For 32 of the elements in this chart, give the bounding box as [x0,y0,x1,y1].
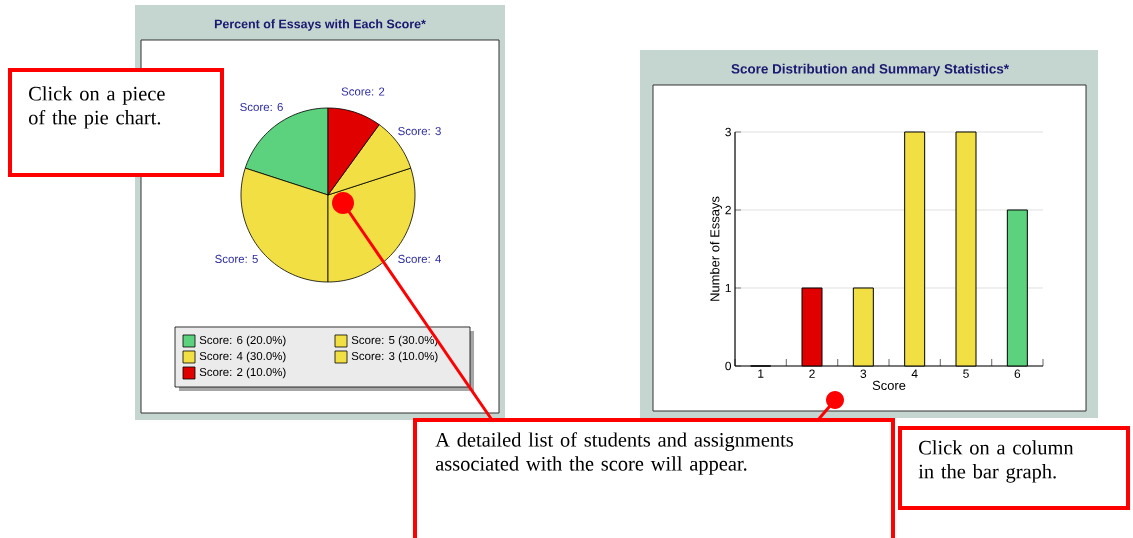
x-tick-label: 6 [1014,369,1021,378]
x-tick-label: 1 [758,369,764,378]
slice-label: Score: 6 [240,102,283,112]
chart-title: Score Distribution and Summary Statistics* [731,63,1009,77]
y-tick-label: 3 [725,127,731,137]
text: A detailed list of students and assignments associated with the score will appear. [435,432,793,475]
text: Click on a column in the bar graph. [918,440,1074,483]
legend-label: Score: 4 [199,351,243,361]
x-tick-label: 3 [860,369,867,378]
slice-label: Score: 3 [398,127,441,136]
data-label: (30.0%) [398,335,438,347]
legend-label: Score: 3 [351,351,395,361]
category-label: Score: 5 [215,254,258,263]
y-axis-title: Number of Essays [709,196,722,301]
x-tick-label: 4 [911,369,918,378]
x-axis-title: Score [872,380,906,390]
y-tick-label: 2 [725,205,731,215]
data-label: (10.0%) [246,367,286,379]
data-label: (10.0%) [398,351,438,363]
slice-label: Score: 2 [341,87,385,96]
data-label: (30.0%) [246,351,286,363]
y-tick-label: 1 [725,283,731,293]
data-label: (20.0%) [246,335,286,347]
legend-label: Score: 5 [351,335,395,345]
text: Click on a piece of the pie chart. [28,86,165,129]
x-tick-label: 2 [809,369,815,378]
legend-label: Score: 6 [199,335,243,345]
legend-label: Score: 2 [199,367,243,377]
chart-title: Percent of Essays with Each Score* [214,19,426,31]
x-tick-label: 5 [963,369,969,378]
category-label: Score: 4 [398,254,442,263]
y-tick-label: 0 [725,361,732,371]
